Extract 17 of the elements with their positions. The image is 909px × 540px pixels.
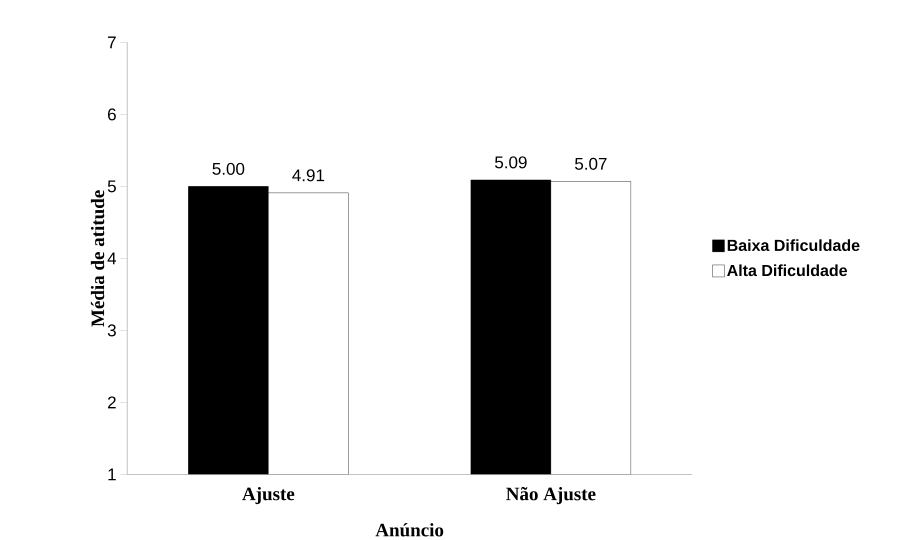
data-label: 5.07 [575,158,607,170]
y-tick-label: 5 [108,180,116,192]
data-label: 5.09 [495,156,527,168]
x-tick-label: Ajuste [242,487,294,504]
y-tick-label: 4 [108,252,116,264]
data-label: 4.91 [292,169,324,182]
y-axis-title: Média de atitude [90,190,104,327]
x-tick-label: Não Ajuste [506,487,596,504]
x-axis-title: Anúncio [376,523,444,537]
y-tick-label: 2 [108,396,116,408]
y-tick-label: 7 [108,36,116,48]
y-tick-label: 6 [108,108,116,121]
data-label: 5.00 [212,162,244,175]
y-tick-label: 3 [108,324,116,336]
y-tick-label: 1 [108,468,116,480]
legend-label: Baixa Dificuldade [728,239,860,252]
legend-label: Alta Dificuldade [727,264,848,276]
